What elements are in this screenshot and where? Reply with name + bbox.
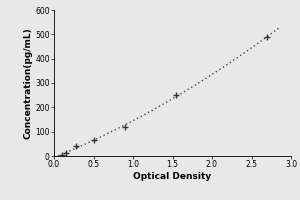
Point (123, 125, 128, 128)
Point (74, 145, 79, 148)
Point (174, 94, 179, 97)
Point (64, 151, 68, 155)
Point (59, 153, 64, 156)
Point (91, 139, 96, 142)
X-axis label: Optical Density: Optical Density (134, 172, 212, 181)
Point (265, 35, 270, 38)
Y-axis label: Concentration(pg/mL): Concentration(pg/mL) (23, 27, 32, 139)
